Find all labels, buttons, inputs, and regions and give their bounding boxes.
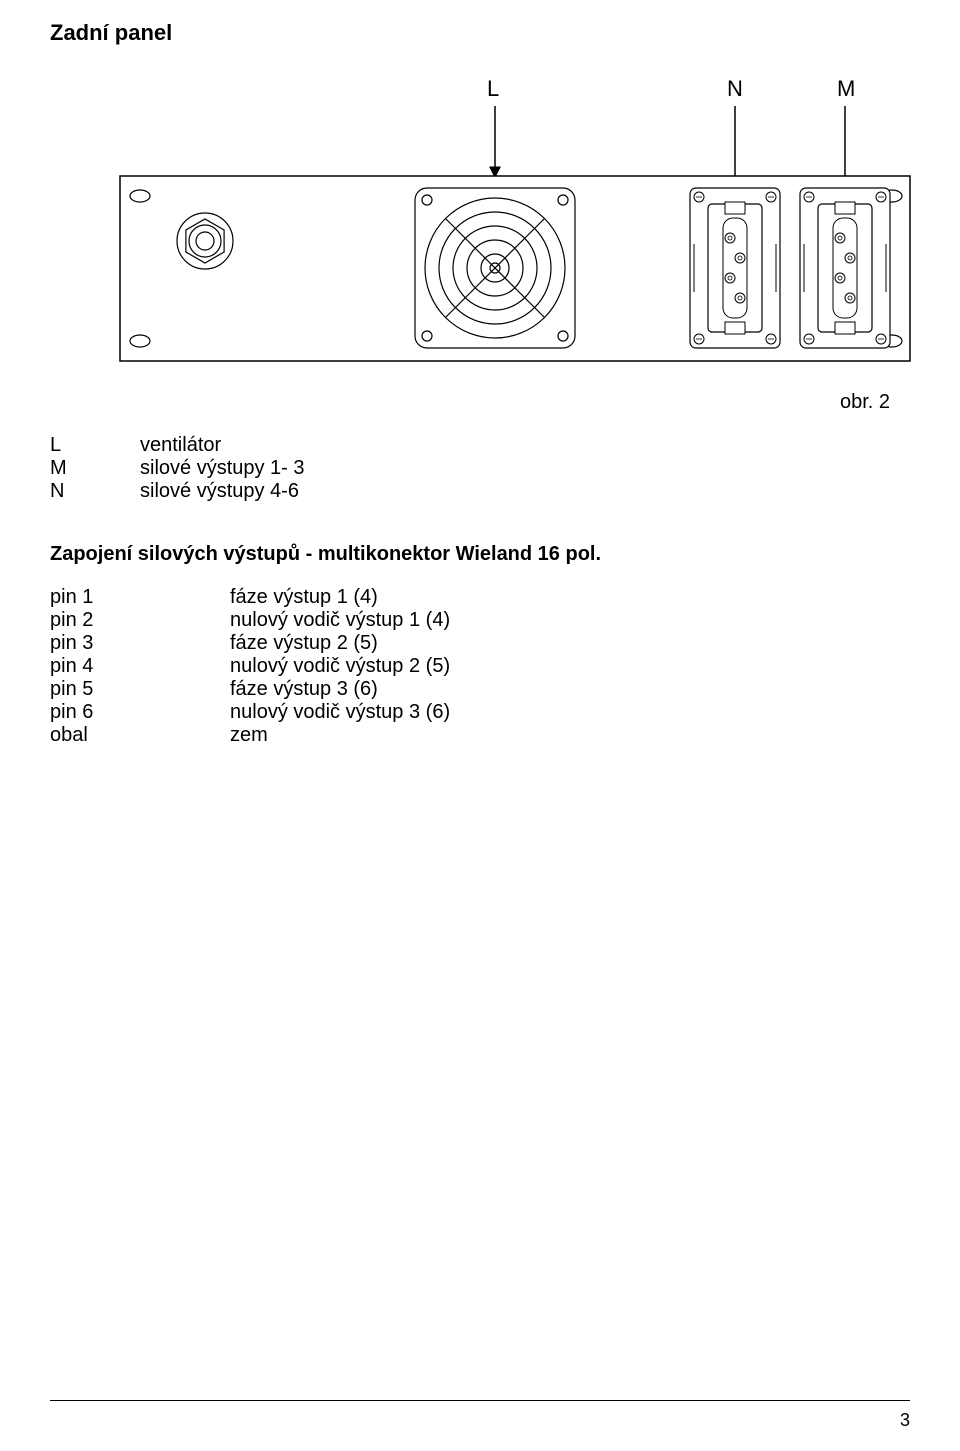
pin-value: nulový vodič výstup 2 (5) — [230, 655, 450, 678]
rear-panel-diagram — [50, 106, 910, 371]
pin-row: pin 1fáze výstup 1 (4) — [50, 586, 910, 609]
legend-value: ventilátor — [140, 434, 221, 457]
pin-key: pin 3 — [50, 632, 230, 655]
legend-row: Msilové výstupy 1- 3 — [50, 457, 910, 480]
pin-key: pin 5 — [50, 678, 230, 701]
pin-key: pin 2 — [50, 609, 230, 632]
pin-value: zem — [230, 724, 268, 747]
pinout-title: Zapojení silových výstupů - multikonekto… — [50, 543, 910, 566]
pin-value: fáze výstup 1 (4) — [230, 586, 378, 609]
legend-table: LventilátorMsilové výstupy 1- 3Nsilové v… — [50, 434, 910, 503]
legend-value: silové výstupy 1- 3 — [140, 457, 305, 480]
legend-key: L — [50, 434, 140, 457]
pin-key: pin 1 — [50, 586, 230, 609]
pin-key: pin 6 — [50, 701, 230, 724]
pin-key: pin 4 — [50, 655, 230, 678]
legend-key: M — [50, 457, 140, 480]
pin-table: pin 1fáze výstup 1 (4)pin 2nulový vodič … — [50, 586, 910, 747]
pin-value: nulový vodič výstup 3 (6) — [230, 701, 450, 724]
page-title: Zadní panel — [50, 20, 910, 46]
pin-row: obalzem — [50, 724, 910, 747]
diagram-top-labels: L N M — [50, 76, 910, 106]
legend-key: N — [50, 480, 140, 503]
pin-row: pin 5fáze výstup 3 (6) — [50, 678, 910, 701]
legend-value: silové výstupy 4-6 — [140, 480, 299, 503]
label-M: M — [837, 76, 855, 102]
page-number: 3 — [900, 1410, 910, 1431]
label-N: N — [727, 76, 743, 102]
page: Zadní panel L N M obr. 2 LventilátorMsil… — [0, 0, 960, 1451]
pin-row: pin 4nulový vodič výstup 2 (5) — [50, 655, 910, 678]
pin-value: nulový vodič výstup 1 (4) — [230, 609, 450, 632]
footer-divider — [50, 1400, 910, 1401]
pin-key: obal — [50, 724, 230, 747]
legend-row: Lventilátor — [50, 434, 910, 457]
pin-value: fáze výstup 2 (5) — [230, 632, 378, 655]
pin-row: pin 3fáze výstup 2 (5) — [50, 632, 910, 655]
pin-row: pin 2nulový vodič výstup 1 (4) — [50, 609, 910, 632]
figure-caption: obr. 2 — [50, 391, 890, 414]
pin-row: pin 6nulový vodič výstup 3 (6) — [50, 701, 910, 724]
legend-row: Nsilové výstupy 4-6 — [50, 480, 910, 503]
pin-value: fáze výstup 3 (6) — [230, 678, 378, 701]
label-L: L — [487, 76, 499, 102]
